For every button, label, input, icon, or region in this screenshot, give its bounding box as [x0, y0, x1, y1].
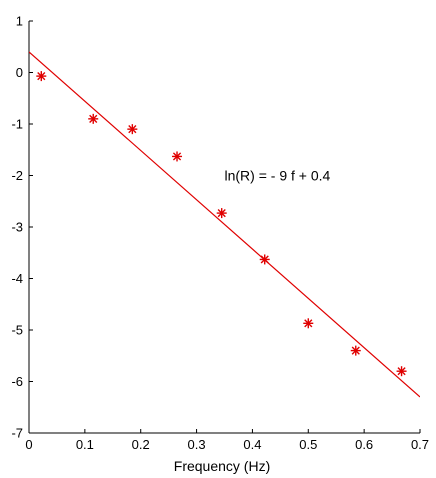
marker-stroke [304, 319, 313, 328]
x-tick-label: 0.2 [132, 437, 150, 452]
marker-stroke [351, 346, 360, 355]
data-point [303, 318, 314, 329]
y-tick-label: 0 [16, 65, 23, 80]
x-tick-label: 0.6 [355, 437, 373, 452]
marker-stroke [172, 152, 182, 161]
y-tick-label: -3 [11, 220, 23, 235]
x-tick-label: 0.1 [76, 437, 94, 452]
x-tick-label: 0.7 [411, 437, 429, 452]
y-tick-label: -5 [11, 323, 23, 338]
fit-line [29, 51, 420, 398]
x-tick-label: 0.4 [243, 437, 261, 452]
data-point [127, 124, 138, 135]
x-tick-label: 0.5 [299, 437, 317, 452]
data-point [88, 113, 99, 124]
y-tick-label: -4 [11, 271, 23, 286]
marker-stroke [217, 209, 226, 218]
x-tick-label: 0.3 [188, 437, 206, 452]
data-point [396, 366, 407, 377]
marker-stroke [89, 114, 98, 123]
y-tick-label: -1 [11, 117, 23, 132]
marker-stroke [37, 72, 46, 81]
y-tick-label: 1 [16, 14, 23, 29]
x-tick-label: 0 [25, 437, 32, 452]
y-tick-label: -6 [11, 374, 23, 389]
data-point [36, 71, 47, 82]
data-point [350, 345, 361, 356]
y-tick-label: -2 [11, 168, 23, 183]
x-axis-title: Frequency (Hz) [174, 458, 270, 474]
y-tick-label: -7 [11, 426, 23, 441]
marker-stroke [397, 367, 406, 376]
data-point [172, 151, 183, 162]
data-point [216, 208, 227, 219]
axes: 0 0.1 0.2 0.3 0.4 0.5 0.6 0.7 1 0 -1 -2 -3 -4 -5 -6 -7 ln… [11, 14, 429, 453]
fit-equation-label: ln(R) = - 9 f + 0.4 [225, 168, 331, 184]
plot-area [29, 51, 420, 398]
marker-stroke [128, 125, 137, 134]
